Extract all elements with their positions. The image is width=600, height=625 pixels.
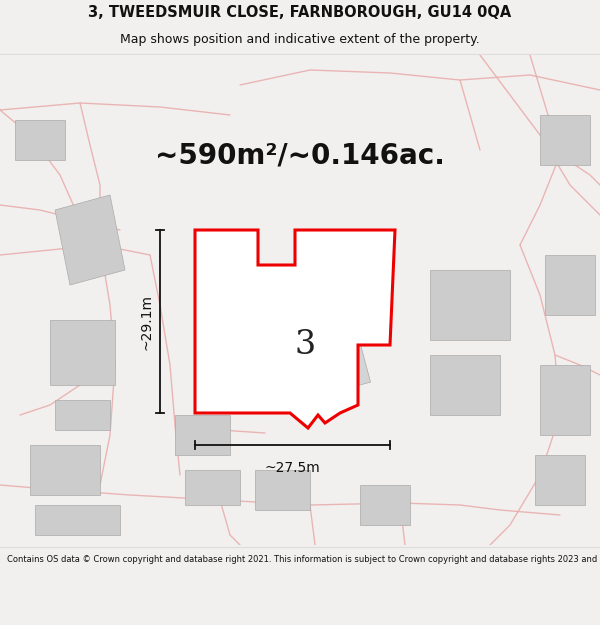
Polygon shape (185, 470, 240, 505)
Polygon shape (430, 355, 500, 415)
Text: ~590m²/~0.146ac.: ~590m²/~0.146ac. (155, 141, 445, 169)
Polygon shape (545, 255, 595, 315)
Polygon shape (15, 120, 65, 160)
Polygon shape (55, 195, 125, 285)
Text: Contains OS data © Crown copyright and database right 2021. This information is : Contains OS data © Crown copyright and d… (7, 554, 600, 564)
Text: Map shows position and indicative extent of the property.: Map shows position and indicative extent… (120, 33, 480, 46)
Text: ~29.1m: ~29.1m (139, 294, 153, 349)
Polygon shape (535, 455, 585, 505)
Polygon shape (175, 415, 230, 455)
Text: 3, TWEEDSMUIR CLOSE, FARNBOROUGH, GU14 0QA: 3, TWEEDSMUIR CLOSE, FARNBOROUGH, GU14 0… (88, 4, 512, 19)
Polygon shape (360, 485, 410, 525)
Text: 3: 3 (295, 329, 316, 361)
Polygon shape (430, 270, 510, 340)
Polygon shape (55, 400, 110, 430)
Polygon shape (540, 115, 590, 165)
Polygon shape (35, 505, 120, 535)
Polygon shape (255, 470, 310, 510)
Polygon shape (30, 445, 100, 495)
Polygon shape (50, 320, 115, 385)
Polygon shape (195, 230, 395, 428)
Text: ~27.5m: ~27.5m (265, 461, 320, 475)
Polygon shape (540, 365, 590, 435)
Polygon shape (239, 289, 371, 411)
